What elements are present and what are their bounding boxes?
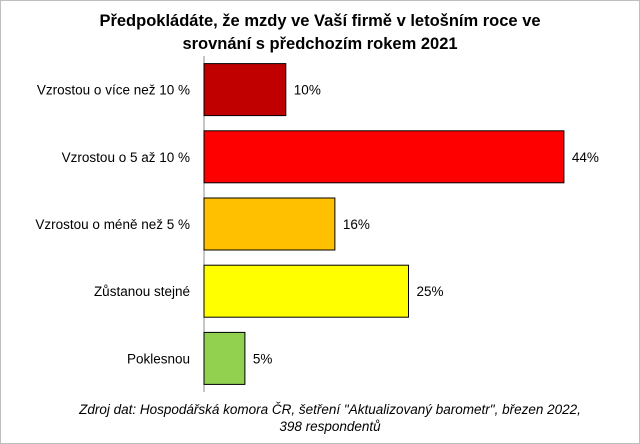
category-label-2: Vzrostou o 5 až 10 %	[62, 150, 190, 165]
chart-title-line-1: Předpokládáte, že mzdy ve Vaší firmě v l…	[99, 12, 540, 30]
bar-3	[203, 197, 336, 251]
bar-4	[203, 264, 409, 318]
value-label-1: 10%	[294, 83, 321, 98]
chart-title-line-2: srovnání s předchozím rokem 2021	[182, 35, 457, 53]
category-label-3: Vzrostou o méně než 5 %	[35, 217, 190, 232]
value-label-3: 16%	[343, 217, 370, 232]
category-label-1: Vzrostou o více než 10 %	[37, 83, 190, 98]
bar-1	[203, 63, 287, 117]
bars-group: Vzrostou o více než 10 % 10% Vzrostou o 5 …	[35, 63, 599, 385]
bar-2	[203, 130, 565, 184]
value-label-4: 25%	[417, 284, 444, 299]
value-label-2: 44%	[572, 150, 599, 165]
source-note-line-2: 398 respondentů	[279, 419, 381, 434]
category-label-4: Zůstanou stejné	[94, 284, 190, 299]
value-label-5: 5%	[253, 351, 273, 366]
category-label-5: Poklesnou	[127, 351, 190, 366]
bar-5	[203, 331, 246, 385]
source-note-line-1: Zdroj dat: Hospodářská komora ČR, šetřen…	[78, 402, 581, 417]
